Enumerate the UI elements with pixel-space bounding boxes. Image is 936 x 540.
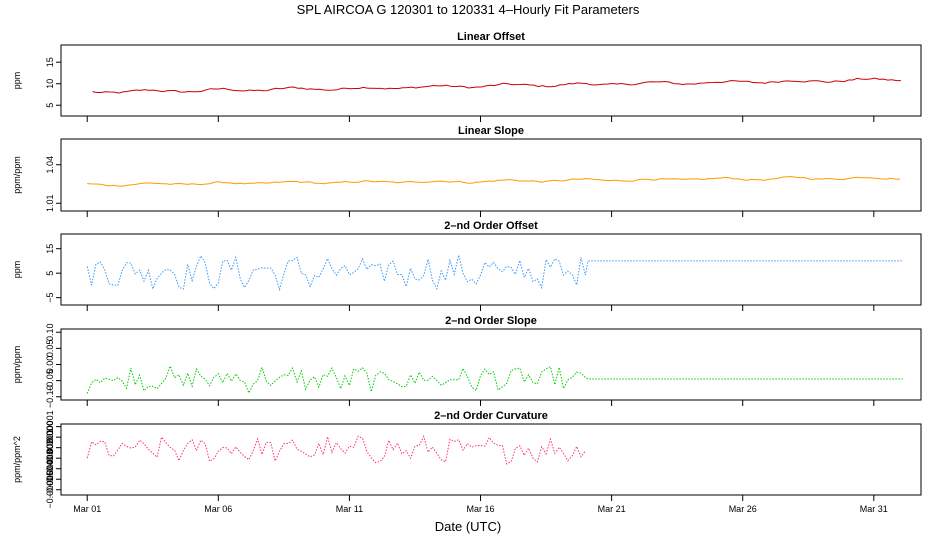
panel-3: 2–nd Order Offset −5 5 15 ppm <box>12 220 922 311</box>
y-tick-label: −0.00001 <box>45 429 55 467</box>
y-tick-label: 10 <box>45 79 55 89</box>
y-axis-label: ppm <box>12 261 22 279</box>
y-tick-label: 5 <box>45 103 55 108</box>
x-axis: Mar 01 Mar 06 Mar 11 Mar 16 Mar 21 Mar 26 Mar … <box>73 504 888 514</box>
panel-1: Linear Offset 5 10 15 ppm <box>12 31 922 122</box>
y-axis-label: ppm <box>12 72 22 90</box>
y-tick-label: 15 <box>45 57 55 67</box>
y-tick-label: −0.00003 <box>45 450 55 488</box>
y-tick-label: 1.01 <box>45 195 55 213</box>
series-line-4 <box>86 364 903 395</box>
panel-2: Linear Slope 1.01 1.04 ppm/ppm <box>12 125 922 217</box>
y-tick-label: −0.00005 <box>45 471 55 509</box>
y-tick-label: −0.10 <box>45 385 55 408</box>
x-tick-label: Mar 31 <box>860 504 888 514</box>
y-axis-label: ppm/ppm <box>12 346 22 384</box>
panel-5: 2–nd Order Curvature −0.00005−0.00003−0.0… <box>12 410 922 509</box>
y-tick-label: 0.10 <box>45 323 55 341</box>
panels: Linear Offset 5 10 15 ppm Linear Slope 1.01 1.0… <box>12 31 922 509</box>
y-tick-label: −5 <box>45 293 55 303</box>
panel-title: 2–nd Order Offset <box>444 220 538 232</box>
x-tick-label: Mar 11 <box>336 504 363 514</box>
y-axis-label: ppm/ppm^2 <box>12 436 22 483</box>
series-line-5 <box>86 434 586 465</box>
panel-4: 2–nd Order Slope −0.10−0.050.000.050.10 pp… <box>12 315 922 408</box>
panel-frame <box>60 138 922 212</box>
series-line-3 <box>86 254 903 292</box>
y-tick-label: 0.00001 <box>45 410 55 443</box>
y-tick-label: 5 <box>45 271 55 276</box>
y-tick-label: −0.00004 <box>45 460 55 498</box>
y-tick-label: 0.00000 <box>45 421 55 454</box>
y-tick-label: 15 <box>45 244 55 254</box>
x-tick-label: Mar 16 <box>467 504 495 514</box>
panel-title: 2–nd Order Slope <box>445 315 537 327</box>
panel-title: Linear Slope <box>458 125 524 137</box>
series-line-1 <box>92 77 901 94</box>
panel-title: Linear Offset <box>457 31 525 43</box>
panel-frame <box>60 233 922 306</box>
x-tick-label: Mar 01 <box>73 504 101 514</box>
y-tick-label: −0.00002 <box>45 439 55 477</box>
figure-title: SPL AIRCOA G 120301 to 120331 4–Hourly F… <box>297 2 640 17</box>
x-tick-label: Mar 21 <box>598 504 626 514</box>
panel-frame <box>60 328 922 401</box>
y-tick-label: 0.00 <box>45 356 55 374</box>
x-tick-label: Mar 06 <box>204 504 232 514</box>
panel-frame <box>60 423 922 496</box>
y-tick-label: 1.04 <box>45 156 55 174</box>
series-line-2 <box>87 176 901 187</box>
panel-title: 2–nd Order Curvature <box>434 410 548 422</box>
y-tick-label: −0.05 <box>45 369 55 392</box>
x-tick-label: Mar 26 <box>729 504 757 514</box>
y-axis-label: ppm/ppm <box>12 156 22 194</box>
x-axis-label: Date (UTC) <box>435 519 501 534</box>
panel-frame <box>60 44 922 117</box>
y-tick-label: 0.05 <box>45 340 55 358</box>
